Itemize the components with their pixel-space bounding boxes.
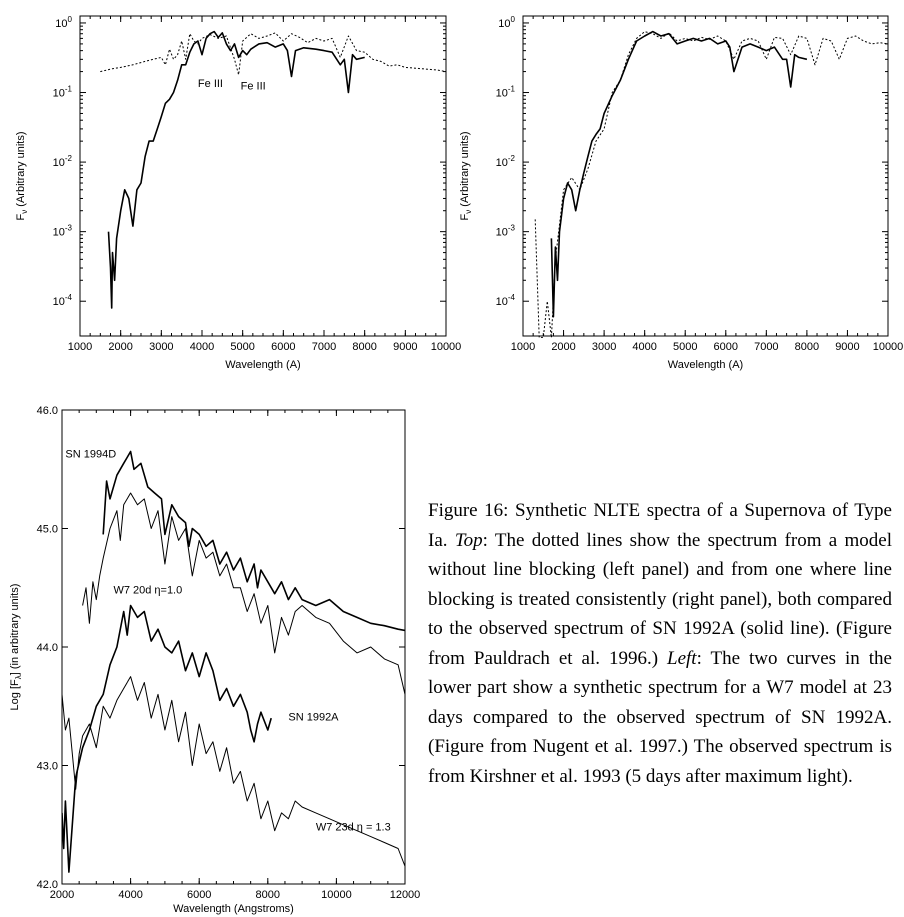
caption-top-word: Top [454, 529, 483, 551]
plot-frame [61, 409, 406, 885]
line-annotation: Fe III [198, 78, 223, 90]
series-label: SN 1994D [65, 448, 116, 460]
x-tick-label: 6000 [187, 889, 211, 901]
y-tick-label: 43.0 [37, 761, 58, 773]
line-annotation: Fe III [241, 81, 266, 93]
y-tick-label: 44.0 [37, 642, 58, 654]
caption-left-word: Left [667, 647, 697, 669]
chart-2: 1000 2000 3000 4000 5000 6000 7000 8000 9000 1000… [459, 15, 903, 371]
x-tick-label: 6000 [271, 341, 295, 353]
x-tick-label: 4000 [632, 341, 656, 353]
x-tick-label: 2000 [551, 341, 575, 353]
y-tick-label: 10-3 [53, 224, 73, 239]
y-tick-label: 10-1 [496, 85, 516, 100]
x-tick-label: 8000 [256, 889, 280, 901]
x-tick-label: 1000 [511, 341, 535, 353]
y-tick-label: 42.0 [37, 879, 58, 891]
x-tick-label: 7000 [312, 341, 336, 353]
caption-label: Figure 16: [428, 500, 509, 521]
series-line-sn-1992a [62, 604, 272, 873]
y-axis-label: Fν (Arbitrary units) [459, 132, 473, 221]
y-tick-label: 10-4 [53, 293, 73, 308]
series-line-w7-20d [82, 492, 405, 695]
x-tick-label: 9000 [835, 341, 859, 353]
y-axis-label: Fν (Arbitrary units) [15, 132, 29, 221]
x-tick-label: 2000 [50, 889, 74, 901]
x-tick-label: 12000 [390, 889, 421, 901]
y-tick-label: 46.0 [37, 405, 58, 417]
x-tick-label: 6000 [714, 341, 738, 353]
x-tick-label: 10000 [321, 889, 352, 901]
series-line-2 [534, 31, 888, 338]
y-tick-label: 100 [498, 15, 515, 30]
x-tick-label: 4000 [190, 341, 214, 353]
figure-caption: Figure 16: Synthetic NLTE spectra of a S… [428, 496, 892, 791]
x-tick-label: 8000 [352, 341, 376, 353]
y-tick-label: 10-2 [496, 154, 516, 169]
x-axis-label: Wavelength (A) [225, 359, 300, 371]
x-tick-label: 8000 [795, 341, 819, 353]
series-label: W7 23d η = 1.3 [316, 822, 391, 834]
y-tick-label: 45.0 [37, 524, 58, 536]
y-tick-label: 10-2 [53, 154, 73, 169]
x-tick-label: 4000 [118, 889, 142, 901]
x-axis-label: Wavelength (A) [668, 359, 743, 371]
x-tick-label: 10000 [431, 341, 462, 353]
chart-3: 2000 4000 6000 8000 10000 12000 42.0 43.0 44.0 45… [9, 405, 420, 915]
x-tick-label: 9000 [393, 341, 417, 353]
x-tick-label: 5000 [673, 341, 697, 353]
series-label: W7 20d η=1.0 [113, 585, 182, 597]
x-tick-label: 5000 [230, 341, 254, 353]
chart-1: 1000 2000 3000 4000 5000 6000 7000 8000 9000 1000… [15, 15, 461, 371]
y-tick-label: 10-3 [496, 224, 516, 239]
x-axis-label: Wavelength (Angstroms) [173, 903, 294, 915]
x-tick-label: 10000 [873, 341, 904, 353]
x-tick-label: 3000 [149, 341, 173, 353]
x-tick-label: 1000 [68, 341, 92, 353]
y-tick-label: 10-4 [496, 293, 516, 308]
series-label: SN 1992A [288, 711, 339, 723]
x-tick-label: 3000 [592, 341, 616, 353]
y-tick-label: 10-1 [53, 85, 73, 100]
caption-intro: Synthetic NLTE spectra of a Supernova of… [428, 500, 892, 551]
y-axis-label: Log [Fλ] (in arbitrary units) [9, 584, 23, 711]
x-tick-label: 2000 [108, 341, 132, 353]
caption-left-text: : The two curves in the lower part show … [428, 647, 892, 787]
series-line-sn-1994d [102, 450, 405, 632]
series-line-w7-23d [62, 676, 405, 867]
y-tick-label: 100 [55, 15, 72, 30]
caption-top-text: : The dotted lines show the spectrum fro… [428, 529, 892, 669]
series-line-1 [550, 30, 808, 318]
x-tick-label: 7000 [754, 341, 778, 353]
